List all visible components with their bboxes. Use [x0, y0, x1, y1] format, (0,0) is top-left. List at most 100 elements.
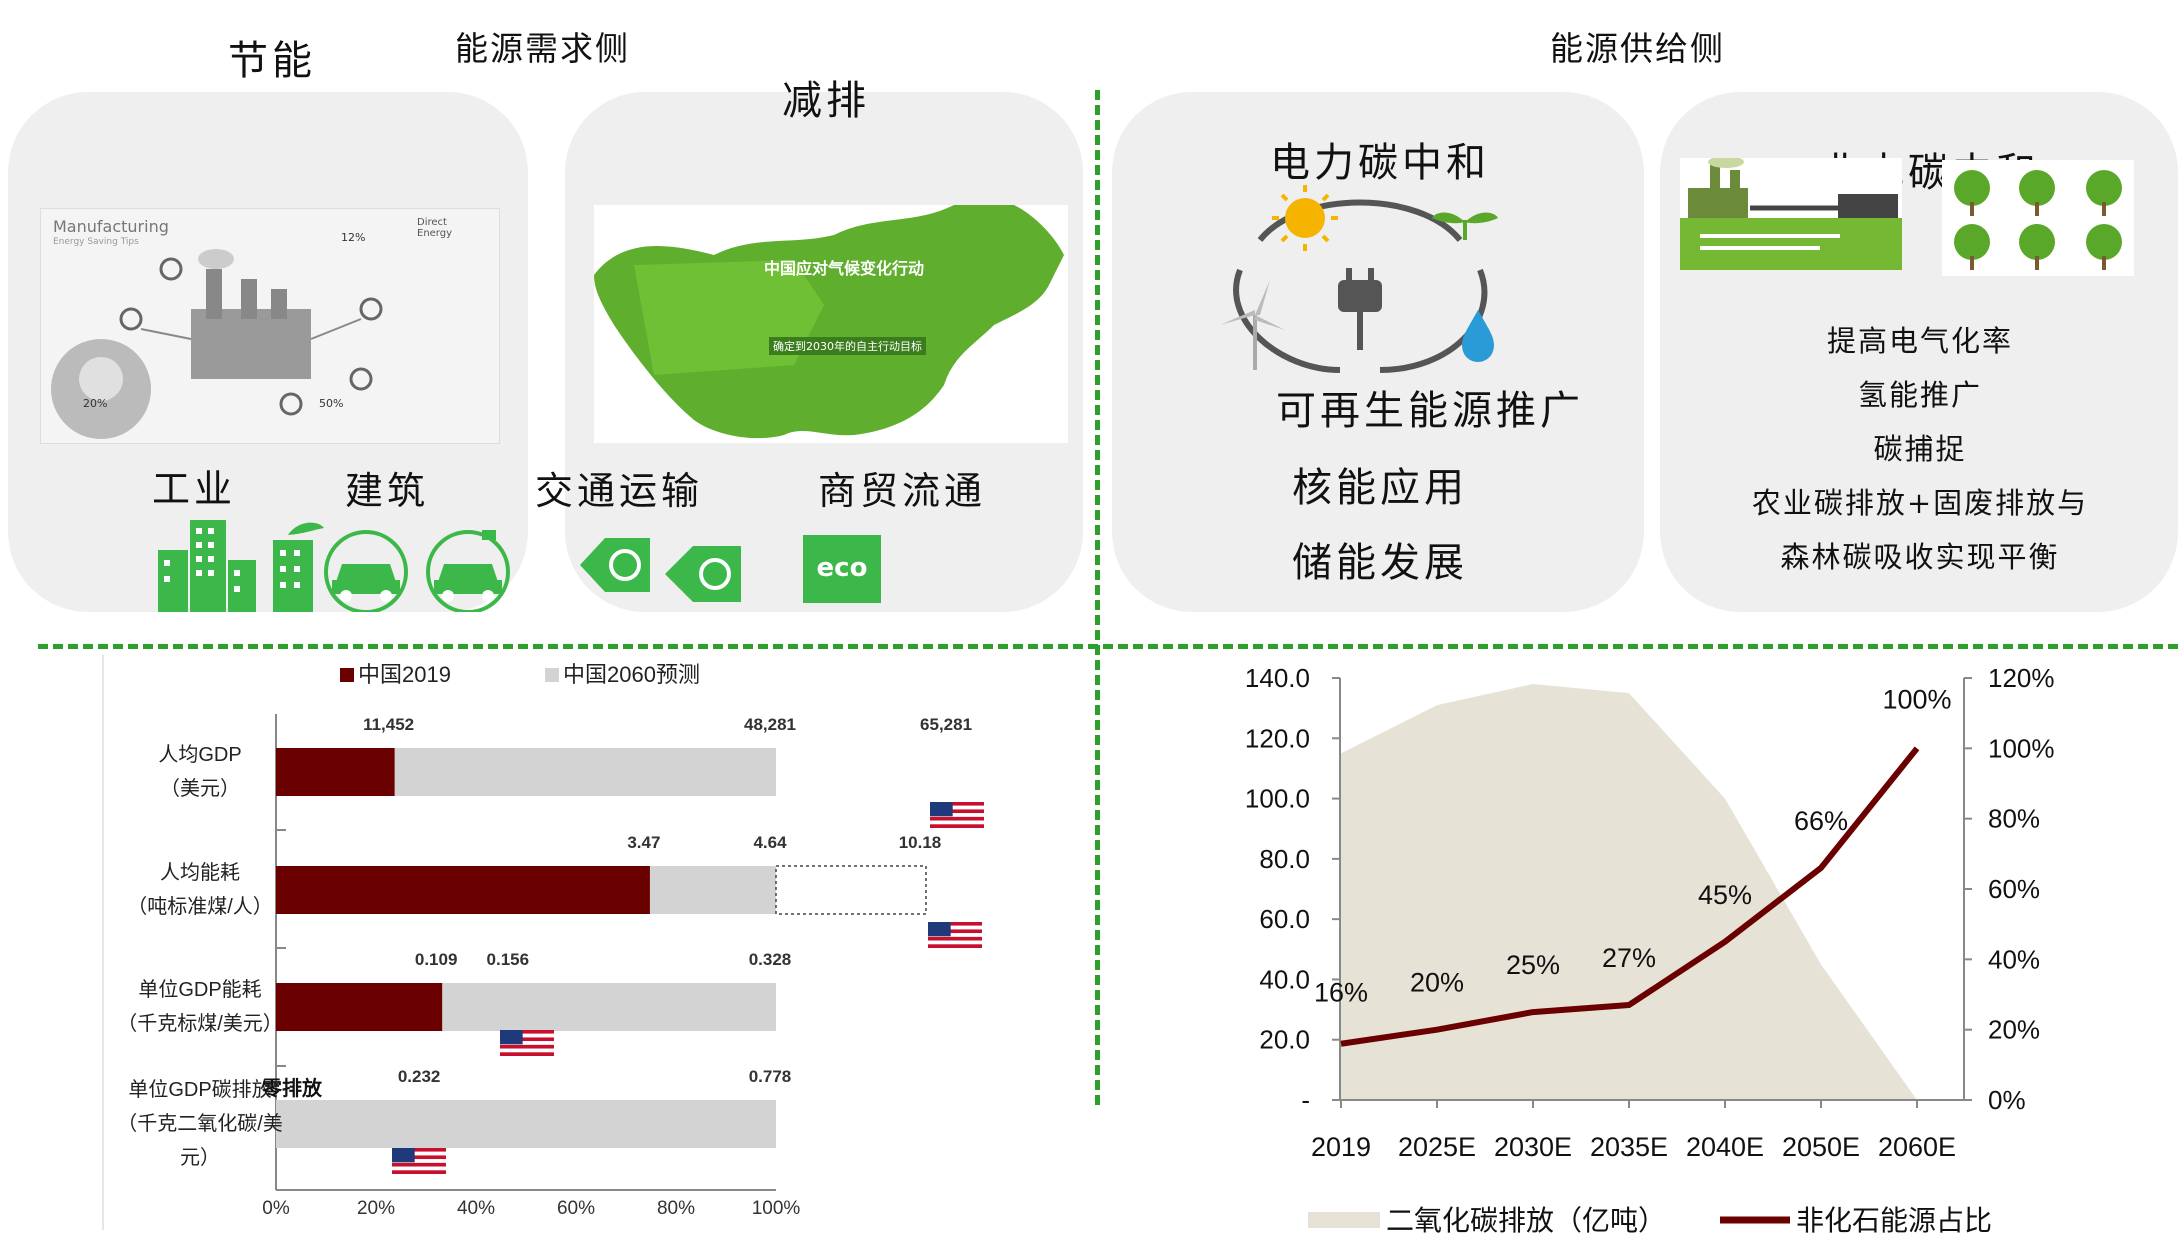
bar-2019-0 — [276, 748, 395, 796]
x-tick-0: 0% — [262, 1198, 290, 1219]
sector-transport: 交通运输 — [535, 469, 704, 513]
nonpower-item-carbon-capture: 碳捕捉 — [1873, 432, 1967, 466]
nonpower-item-forest: 森林碳吸收实现平衡 — [1780, 540, 2060, 574]
storage-label: 储能发展 — [1292, 540, 1468, 586]
x-tick-6: 2060E — [1878, 1132, 1956, 1162]
us-flag-icon-0 — [930, 802, 984, 828]
value-label-3: 3.47 — [627, 833, 660, 852]
electric-car-icon — [324, 530, 408, 612]
right-tick-2: 40% — [1988, 944, 2040, 974]
recycle-tag-icon-1 — [580, 538, 650, 592]
sun-icon — [1272, 185, 1338, 251]
x-tick-4: 2040E — [1686, 1132, 1764, 1162]
renewable-cycle-illustration — [1220, 185, 1498, 373]
line-value-label-4: 45% — [1698, 880, 1752, 910]
x-tick-5: 2050E — [1782, 1132, 1860, 1162]
power-neutral-title: 电力碳中和 — [1270, 140, 1490, 186]
x-tick-3: 2035E — [1590, 1132, 1668, 1162]
factory-illustration — [51, 249, 383, 439]
left-tick-6: 120.0 — [1245, 723, 1310, 753]
china-map-shape — [594, 205, 1064, 439]
manufacturing-brand: Direct Energy — [417, 217, 453, 239]
bar-2019-2 — [276, 983, 443, 1031]
value-label-7: 0.156 — [487, 950, 530, 969]
legend-swatch-2060 — [545, 668, 559, 682]
renewable-label: 可再生能源推广 — [1276, 388, 1584, 434]
value-label-8: 0.328 — [749, 950, 792, 969]
x-tick-5: 100% — [752, 1198, 801, 1219]
map-subtitle: 确定到2030年的自主行动目标 — [769, 337, 926, 355]
china-climate-map: 中国应对气候变化行动 确定到2030年的自主行动目标 — [594, 205, 1068, 443]
non-fossil-share-line — [1340, 746, 1920, 1047]
energy-saving-title: 节能 — [228, 38, 316, 84]
area-line-chart: - 20.0 40.0 60.0 80.0 100.0 120.0 140.0 0% 20% 40%… — [1245, 663, 2055, 1236]
value-label-4: 4.64 — [753, 833, 787, 852]
right-tick-3: 60% — [1988, 874, 2040, 904]
manufacturing-pct-12: 12% — [341, 231, 366, 244]
manufacturing-pct-50: 50% — [319, 397, 344, 410]
legend-swatch-2019 — [340, 668, 354, 682]
category-label-1-1: （吨标准煤/人） — [127, 895, 273, 918]
right-tick-1: 20% — [1988, 1015, 2040, 1045]
eco-bag-icon: eco — [803, 535, 881, 603]
emission-reduction-title: 减排 — [782, 78, 870, 124]
right-tick-0: 0% — [1988, 1085, 2026, 1115]
right-tick-6: 120% — [1988, 663, 2055, 693]
demand-side-header: 能源需求侧 — [455, 29, 630, 68]
category-label-2-0: 单位GDP能耗 — [138, 978, 261, 1001]
category-label-3-0: 单位GDP碳排放 — [128, 1078, 271, 1101]
value-label-1: 48,281 — [744, 715, 796, 734]
x-tick-3: 60% — [557, 1198, 595, 1219]
building-icon — [158, 520, 256, 612]
value-label-6: 0.109 — [415, 950, 458, 969]
value-label-5: 10.18 — [899, 833, 942, 852]
sector-building: 建筑 — [345, 469, 430, 513]
co2-emission-area — [1341, 684, 1917, 1100]
left-tick-4: 80.0 — [1259, 844, 1310, 874]
trees-illustration — [1942, 160, 2134, 276]
us-flag-icon-1 — [928, 922, 982, 948]
water-drop-icon — [1462, 310, 1494, 362]
manufacturing-title: Manufacturing — [53, 217, 169, 236]
sector-industry: 工业 — [152, 467, 237, 511]
bar-2019-1 — [276, 866, 650, 914]
left-tick-1: 20.0 — [1259, 1025, 1310, 1055]
nonpower-item-electrification: 提高电气化率 — [1826, 324, 2013, 358]
supply-side-header: 能源供给侧 — [1550, 29, 1725, 68]
recycle-tag-icon-2 — [665, 546, 741, 602]
eco-bag-label: eco — [816, 553, 868, 583]
line-value-label-2: 25% — [1506, 950, 1560, 980]
legend-label-nonfossil: 非化石能源占比 — [1796, 1205, 1992, 1236]
category-label-3-2: 元） — [180, 1146, 220, 1169]
x-tick-2: 40% — [457, 1198, 495, 1219]
legend-label-2060: 中国2060预测 — [563, 662, 700, 687]
map-title: 中国应对气候变化行动 — [764, 259, 925, 278]
legend-label-co2: 二氧化碳排放（亿吨） — [1386, 1205, 1666, 1236]
x-tick-2: 2030E — [1494, 1132, 1572, 1162]
line-value-label-0: 16% — [1314, 978, 1368, 1008]
line-value-label-3: 27% — [1602, 943, 1656, 973]
category-label-3-1: （千克二氧化碳/美 — [117, 1112, 283, 1135]
x-tick-1: 2025E — [1398, 1132, 1476, 1162]
category-label-0-1: （美元） — [160, 777, 240, 800]
left-tick-7: 140.0 — [1245, 663, 1310, 693]
nonpower-item-hydrogen: 氢能推广 — [1857, 378, 1982, 412]
manufacturing-subtitle: Energy Saving Tips — [53, 237, 139, 247]
manufacturing-infographic: Manufacturing Energy Saving Tips Direct … — [40, 208, 500, 444]
category-label-0-0: 人均GDP — [158, 743, 241, 766]
value-label-2: 65,281 — [920, 715, 972, 734]
value-label-10: 0.778 — [749, 1067, 792, 1086]
category-label-2-1: （千克标煤/美元） — [117, 1012, 283, 1035]
left-tick-5: 100.0 — [1245, 784, 1310, 814]
nuclear-label: 核能应用 — [1292, 465, 1468, 511]
building-eco-icon — [273, 522, 324, 612]
wind-turbine-icon — [1220, 280, 1285, 370]
vertical-divider — [1095, 90, 1100, 1105]
zero-emission-label: 零排放 — [261, 1076, 323, 1100]
plug-icon — [1338, 268, 1382, 350]
category-label-1-0: 人均能耗 — [160, 861, 240, 884]
nonpower-item-agri-waste: 农业碳排放+固废排放与 — [1751, 486, 2089, 520]
left-tick-3: 60.0 — [1259, 904, 1310, 934]
electric-car-plug-icon — [426, 530, 510, 612]
sector-commerce: 商贸流通 — [818, 469, 987, 513]
